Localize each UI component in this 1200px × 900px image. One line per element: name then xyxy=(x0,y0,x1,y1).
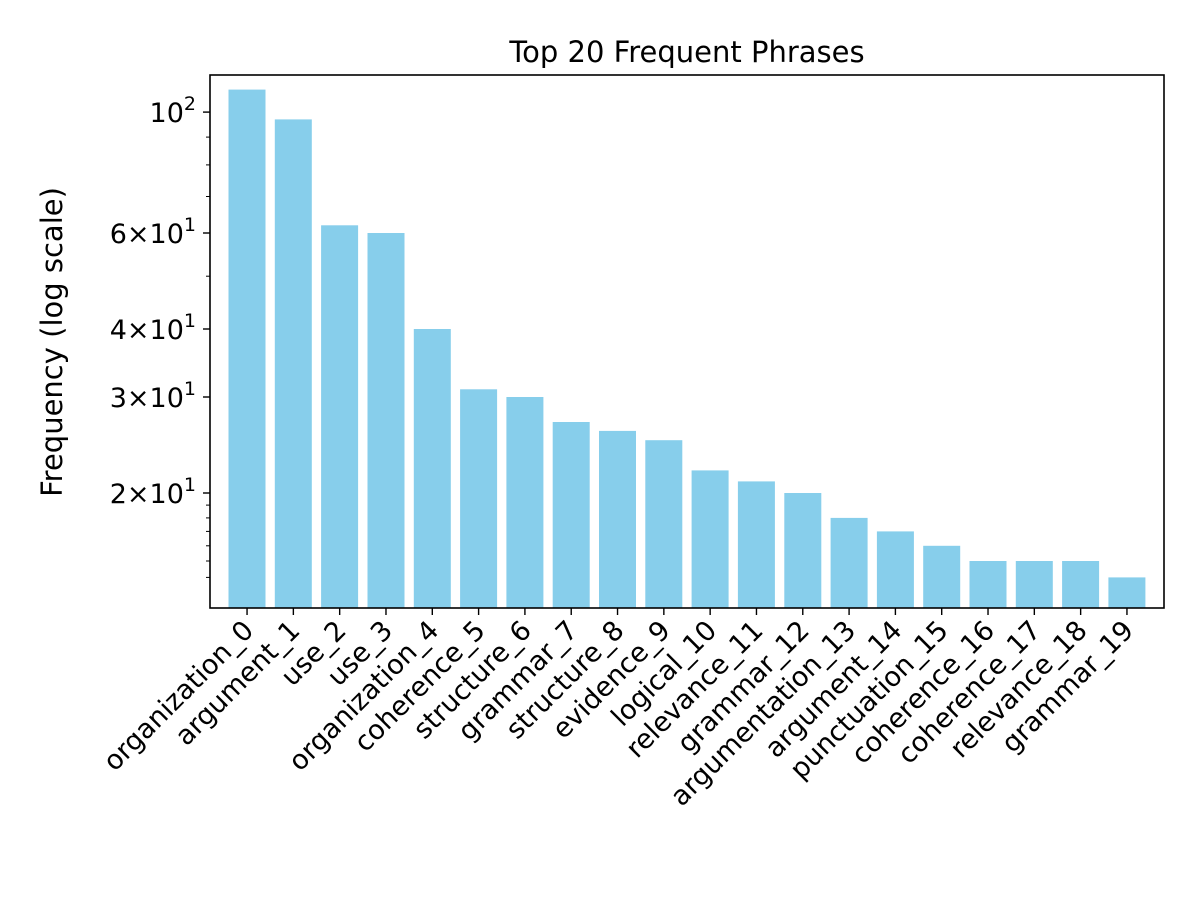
y-tick-exponent: 1 xyxy=(184,378,196,400)
chart-title: Top 20 Frequent Phrases xyxy=(508,35,864,69)
bar xyxy=(228,89,266,609)
y-tick-label: 6×101 xyxy=(110,214,196,250)
bar xyxy=(645,440,683,608)
bar xyxy=(599,430,636,608)
bar xyxy=(830,517,868,608)
y-tick-label: 2×101 xyxy=(110,474,196,510)
bar xyxy=(1062,561,1100,608)
bar xyxy=(274,119,312,609)
y-tick-label: 102 xyxy=(150,93,196,129)
y-axis-label: Frequency (log scale) xyxy=(35,187,69,497)
plot-frame xyxy=(209,74,1165,609)
bar xyxy=(923,545,961,608)
bar xyxy=(460,389,498,608)
y-tick-label: 4×101 xyxy=(110,310,196,346)
y-tick-exponent: 1 xyxy=(184,474,196,496)
y-tick-label: 3×101 xyxy=(110,378,196,414)
bars-group xyxy=(228,89,1146,609)
bar xyxy=(367,233,405,608)
x-axis: organization_0argument_1use_2use_3organi… xyxy=(98,608,1140,812)
bar xyxy=(552,422,590,608)
y-tick-exponent: 1 xyxy=(184,310,196,332)
bar xyxy=(1108,577,1146,608)
y-tick-exponent: 1 xyxy=(184,214,196,236)
bar xyxy=(1015,561,1053,608)
bar xyxy=(784,493,822,608)
bar xyxy=(737,481,775,608)
bar xyxy=(506,397,544,608)
y-tick-mantissa: 4 xyxy=(110,315,127,346)
y-tick-mantissa: 2 xyxy=(110,479,127,510)
bar xyxy=(321,225,359,609)
bar xyxy=(691,470,729,608)
y-axis: 2×101 3×101 4×101 6×101 102 xyxy=(110,93,210,578)
y-tick-exponent: 2 xyxy=(184,93,196,115)
y-tick-mantissa: 3 xyxy=(110,383,127,414)
y-tick-mantissa: 6 xyxy=(110,219,127,250)
bar xyxy=(413,329,451,608)
bar xyxy=(876,531,914,608)
bar xyxy=(969,561,1007,608)
